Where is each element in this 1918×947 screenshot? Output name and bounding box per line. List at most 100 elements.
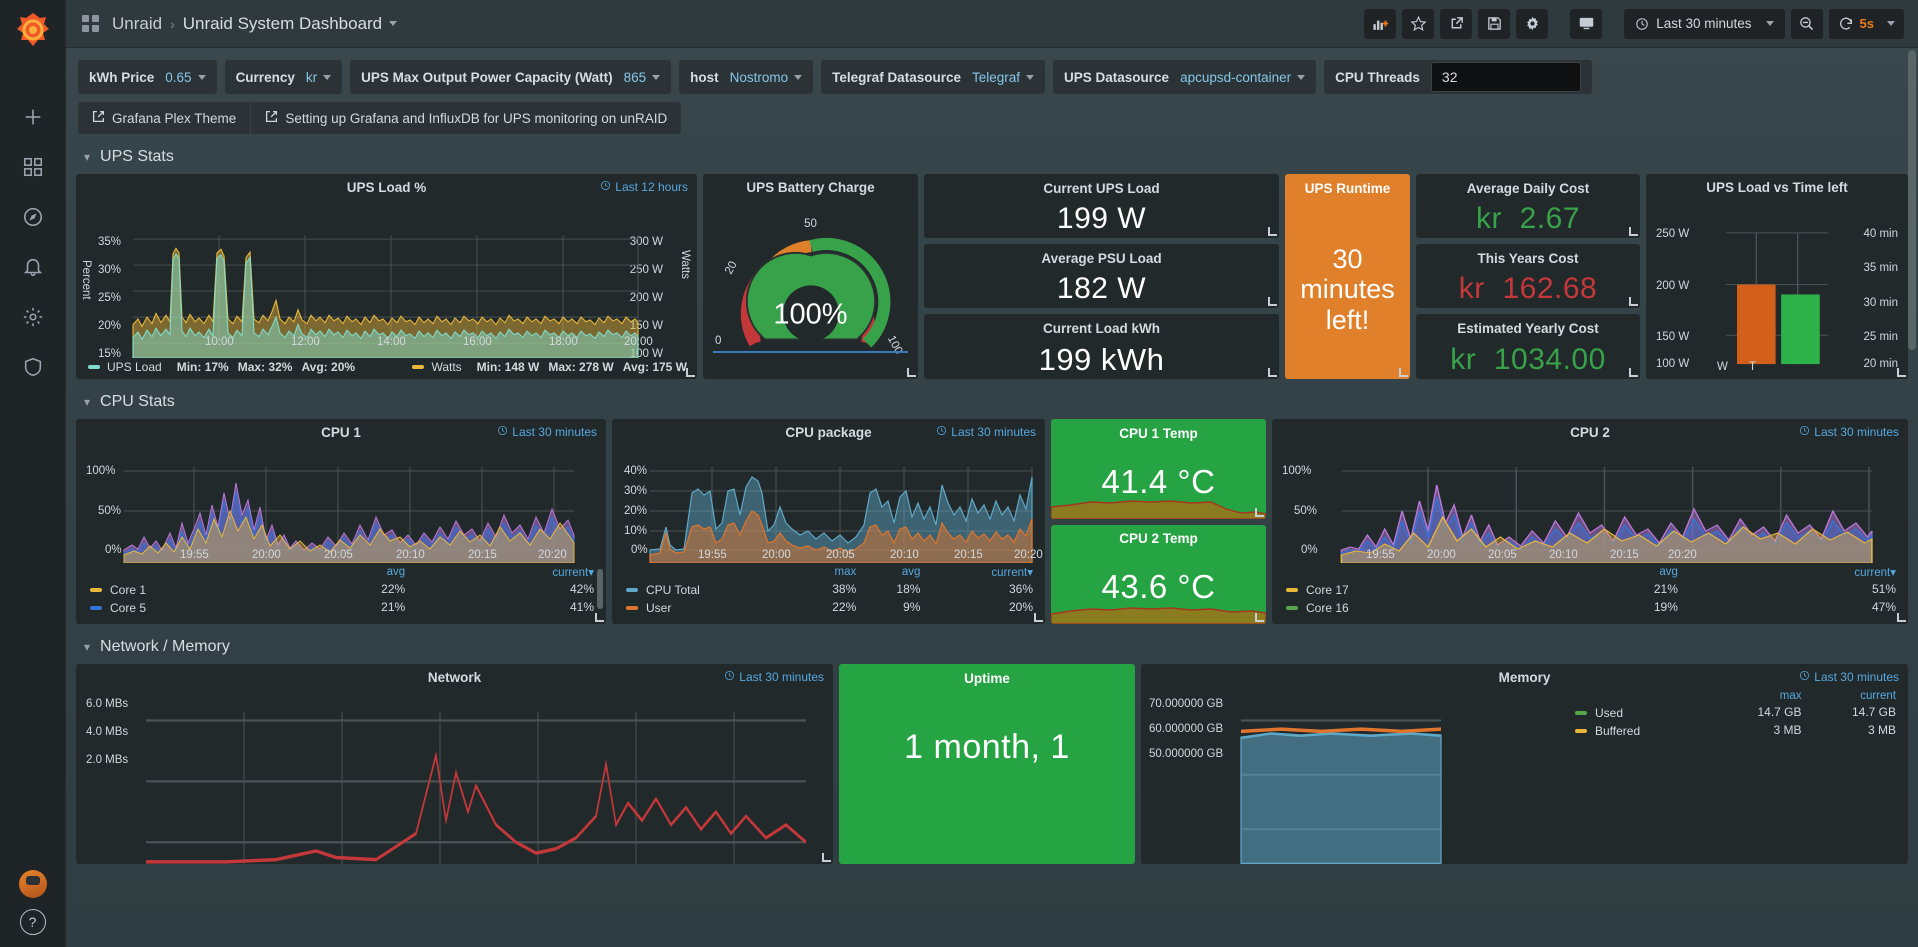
stat-value: kr 1034.00 — [1416, 340, 1640, 379]
add-panel-button[interactable] — [1364, 8, 1397, 39]
panel-resize-handle[interactable] — [1268, 227, 1277, 236]
variable-value[interactable]: 865 — [624, 70, 661, 85]
zoom-out-button[interactable] — [1790, 8, 1823, 39]
variable-ups-max-output[interactable]: UPS Max Output Power Capacity (Watt) 865 — [350, 60, 672, 94]
y2-tick: 20 min — [1863, 358, 1898, 370]
settings-button[interactable] — [1516, 8, 1549, 39]
cpu-threads-input[interactable]: 32 — [1430, 62, 1581, 92]
gauge-area[interactable]: 50 20 0 100 100% — [703, 200, 918, 379]
legend-item-watts[interactable]: Watts Min: 148 W Max: 278 W Avg: 175 W — [412, 360, 687, 374]
network-graph[interactable]: 6.0 MBs 4.0 MBs 2.0 MBs — [76, 690, 833, 864]
variable-value[interactable]: apcupsd-container — [1180, 70, 1306, 85]
panel-time-override[interactable]: Last 30 minutes — [724, 670, 824, 684]
legend-item-ups-load[interactable]: UPS Load Min: 17% Max: 32% Avg: 20% — [88, 360, 355, 374]
bar-chart-area[interactable]: 250 W 200 W 150 W 100 W 40 min 35 min 30… — [1646, 200, 1908, 379]
variable-value[interactable]: 0.65 — [165, 70, 206, 85]
variable-value[interactable]: kr — [306, 70, 332, 85]
panel-resize-handle[interactable] — [1629, 297, 1638, 306]
variable-value[interactable]: Telegraf — [972, 70, 1035, 85]
panel-time-override[interactable]: Last 12 hours — [600, 180, 688, 194]
link-grafana-plex-theme[interactable]: Grafana Plex Theme — [78, 102, 251, 134]
panel-resize-handle[interactable] — [686, 368, 695, 377]
board-scrollbar[interactable] — [1908, 50, 1916, 350]
save-button[interactable] — [1478, 8, 1511, 39]
legend-row[interactable]: Core 1 22% 42% — [88, 580, 596, 598]
help-icon[interactable]: ? — [19, 909, 46, 935]
panel-resize-handle[interactable] — [1034, 613, 1043, 622]
panel-time-override[interactable]: Last 30 minutes — [936, 425, 1036, 439]
row-header-network-memory[interactable]: ▾ Network / Memory — [74, 624, 1910, 664]
sidebar-item-create[interactable] — [5, 92, 61, 142]
variable-ups-datasource[interactable]: UPS Datasource apcupsd-container — [1053, 60, 1317, 94]
legend-col-max[interactable]: max — [834, 566, 857, 578]
legend-col-avg[interactable]: avg — [386, 566, 406, 578]
variable-host[interactable]: host Nostromo — [679, 60, 814, 94]
panel-resize-handle[interactable] — [1268, 368, 1277, 377]
legend-col-current[interactable]: current — [1860, 690, 1896, 702]
legend-col-current[interactable]: current▾ — [552, 567, 594, 579]
variable-value[interactable]: Nostromo — [730, 70, 803, 85]
time-range-picker[interactable]: Last 30 minutes — [1624, 8, 1785, 39]
legend-col-max[interactable]: max — [1779, 690, 1802, 702]
cpu2-graph[interactable]: 100% 50% 0% — [1272, 445, 1908, 563]
legend-row[interactable]: Core 5 21% 41% — [88, 598, 596, 616]
x-tick: T — [1749, 361, 1757, 373]
link-ups-monitoring-guide[interactable]: Setting up Grafana and InfluxDB for UPS … — [250, 102, 682, 134]
variable-telegraf-datasource[interactable]: Telegraf Datasource Telegraf — [821, 60, 1046, 94]
cpu1-graph[interactable]: 100% 50% 0% — [76, 445, 606, 563]
legend-row[interactable]: Used 14.7 GB 14.7 GB — [1573, 703, 1898, 721]
breadcrumb-org[interactable]: Unraid — [112, 13, 163, 33]
row-header-ups-stats[interactable]: ▾ UPS Stats — [74, 134, 1910, 174]
panel-resize-handle[interactable] — [1255, 507, 1264, 517]
legend-col-current[interactable]: current▾ — [991, 567, 1033, 579]
legend-current: 51% — [1871, 582, 1896, 596]
panel-resize-handle[interactable] — [1255, 613, 1264, 622]
legend-row[interactable]: User 22% 9% 20% — [624, 598, 1035, 616]
variable-cpu-threads[interactable]: CPU Threads 32 — [1324, 60, 1592, 94]
panel-resize-handle[interactable] — [1897, 613, 1906, 622]
sidebar-item-explore[interactable] — [5, 192, 61, 242]
grafana-logo-icon[interactable] — [10, 8, 56, 54]
legend-row[interactable]: CPU Total 38% 18% 36% — [624, 580, 1035, 598]
panel-resize-handle[interactable] — [1629, 368, 1638, 377]
cpu-package-graph[interactable]: 40% 30% 20% 10% 0% — [612, 445, 1045, 563]
sidebar-item-server-admin[interactable] — [5, 342, 61, 392]
panel-this-years-cost: This Years Cost kr 162.68 — [1416, 244, 1640, 308]
panel-resize-handle[interactable] — [907, 368, 916, 377]
ups-load-graph[interactable]: Percent 35% 30% 25% 20% 15% 300 W 250 W … — [76, 200, 697, 360]
panel-resize-handle[interactable] — [595, 613, 604, 622]
memory-graph[interactable]: 70.000000 GB 60.000000 GB 50.000000 GB — [1141, 690, 1561, 864]
sidebar-item-alerting[interactable] — [5, 242, 61, 292]
share-button[interactable] — [1440, 8, 1473, 39]
legend-row[interactable]: Buffered 3 MB 3 MB — [1573, 721, 1898, 739]
panel-header[interactable]: UPS Battery Charge — [703, 174, 918, 200]
legend-scrollbar[interactable] — [597, 569, 603, 609]
panel-time-override[interactable]: Last 30 minutes — [1799, 670, 1899, 684]
legend-row[interactable]: Core 17 21% 51% — [1284, 580, 1898, 598]
panel-header[interactable]: UPS Load % Last 12 hours — [76, 174, 697, 200]
user-avatar[interactable] — [5, 859, 61, 909]
legend-col-avg[interactable]: avg — [901, 566, 921, 578]
panel-time-override[interactable]: Last 30 minutes — [497, 425, 597, 439]
sidebar-item-dashboards[interactable] — [5, 142, 61, 192]
legend-col-current[interactable]: current▾ — [1854, 567, 1896, 579]
panel-resize-handle[interactable] — [1897, 368, 1906, 377]
page-title[interactable]: Unraid System Dashboard — [182, 13, 383, 33]
panel-resize-handle[interactable] — [822, 853, 831, 862]
panel-resize-handle[interactable] — [1629, 227, 1638, 236]
legend-col-avg[interactable]: avg — [1659, 566, 1678, 578]
legend-row[interactable]: Core 16 19% 47% — [1284, 598, 1898, 616]
row-header-cpu-stats[interactable]: ▾ CPU Stats — [74, 379, 1910, 419]
panel-resize-handle[interactable] — [1399, 368, 1408, 377]
chevron-down-icon[interactable] — [389, 21, 398, 26]
panel-resize-handle[interactable] — [1268, 297, 1277, 306]
variable-currency[interactable]: Currency kr — [224, 60, 343, 94]
variable-kwh-price[interactable]: kWh Price 0.65 — [78, 60, 217, 94]
favorite-button[interactable] — [1402, 8, 1435, 39]
sidebar-item-configuration[interactable] — [5, 292, 61, 342]
row-title: CPU Stats — [100, 393, 175, 410]
refresh-picker[interactable]: 5s — [1828, 8, 1904, 39]
dashboard-grid-icon[interactable] — [82, 15, 99, 32]
panel-time-override[interactable]: Last 30 minutes — [1799, 425, 1899, 439]
tv-mode-button[interactable] — [1570, 8, 1603, 39]
